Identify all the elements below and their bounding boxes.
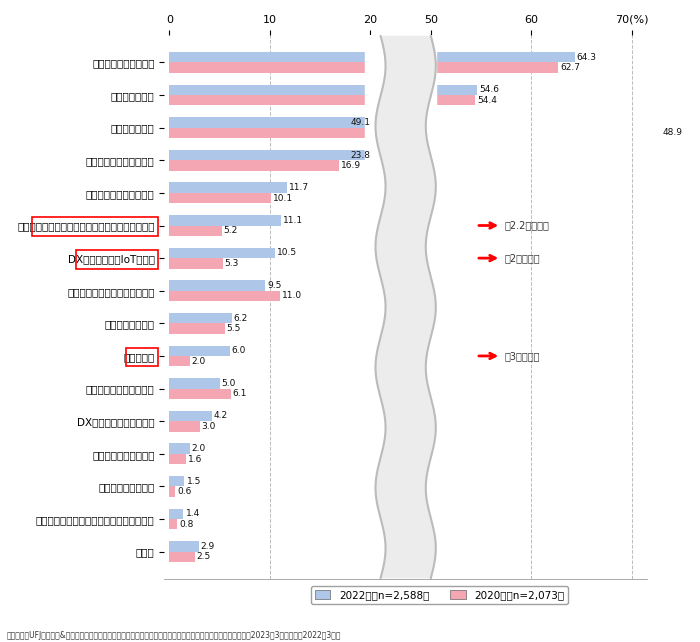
- Text: 5.2: 5.2: [224, 226, 238, 235]
- Bar: [169, 215, 281, 225]
- Bar: [169, 281, 265, 291]
- Bar: [169, 324, 225, 334]
- Text: 64.3: 64.3: [577, 53, 596, 62]
- Text: 1.6: 1.6: [188, 455, 202, 464]
- Bar: [430, 62, 559, 73]
- Bar: [169, 95, 380, 105]
- Text: 16.9: 16.9: [342, 161, 361, 170]
- Bar: [169, 487, 176, 497]
- Bar: [169, 52, 380, 62]
- Text: 11.0: 11.0: [282, 291, 302, 300]
- Text: 5.5: 5.5: [227, 324, 241, 333]
- Text: 54.6: 54.6: [479, 85, 499, 94]
- Bar: [169, 356, 190, 367]
- Bar: [169, 128, 380, 138]
- Text: 9.5: 9.5: [267, 281, 281, 290]
- Polygon shape: [375, 36, 436, 578]
- Text: 10.5: 10.5: [277, 248, 297, 257]
- Bar: [169, 225, 222, 236]
- Text: 23.8: 23.8: [351, 151, 370, 160]
- Text: 約2.2倍の伸び: 約2.2倍の伸び: [504, 220, 549, 230]
- Bar: [169, 519, 178, 530]
- Text: 2.0: 2.0: [192, 357, 206, 366]
- Bar: [169, 193, 271, 204]
- Text: 6.2: 6.2: [234, 314, 248, 323]
- Text: 2.9: 2.9: [201, 542, 215, 551]
- Bar: [169, 508, 183, 519]
- Bar: [169, 345, 230, 356]
- Text: 10.1: 10.1: [273, 194, 293, 203]
- Text: 3.0: 3.0: [202, 422, 216, 431]
- Bar: [169, 411, 211, 421]
- Bar: [169, 541, 199, 551]
- Text: 2.0: 2.0: [192, 444, 206, 453]
- Bar: [169, 454, 186, 464]
- Bar: [169, 62, 380, 73]
- Text: 5.3: 5.3: [225, 259, 239, 268]
- Bar: [169, 378, 220, 388]
- Text: 0.8: 0.8: [179, 520, 194, 529]
- Text: 11.1: 11.1: [283, 216, 303, 225]
- Bar: [169, 248, 275, 258]
- Bar: [169, 476, 185, 487]
- Text: 0.6: 0.6: [178, 487, 192, 496]
- Text: 4.2: 4.2: [214, 412, 228, 421]
- Bar: [169, 258, 223, 268]
- Text: 1.4: 1.4: [186, 509, 199, 518]
- Text: 5.0: 5.0: [222, 379, 236, 388]
- Text: 11.7: 11.7: [289, 183, 309, 192]
- Bar: [169, 182, 287, 193]
- Text: 49.1: 49.1: [351, 118, 370, 127]
- Bar: [169, 291, 280, 301]
- Text: 54.4: 54.4: [477, 96, 497, 105]
- Bar: [169, 117, 380, 128]
- Text: 資料：三菱UFJリサーチ&コンサルティング（株）「我が国ものづくり産業の課題と対応の方向性に関する調査」（2023年3月）、同（2022年3月）: 資料：三菱UFJリサーチ&コンサルティング（株）「我が国ものづくり産業の課題と対…: [7, 631, 342, 640]
- Bar: [169, 388, 231, 399]
- Bar: [430, 95, 475, 105]
- Text: 1.5: 1.5: [186, 476, 201, 486]
- Text: 48.9: 48.9: [663, 128, 683, 137]
- Bar: [169, 150, 380, 160]
- Bar: [430, 85, 477, 95]
- Text: 6.0: 6.0: [232, 346, 246, 355]
- Bar: [169, 551, 195, 562]
- Bar: [169, 421, 200, 431]
- Bar: [430, 52, 575, 62]
- Bar: [169, 85, 380, 95]
- Legend: 2022年（n=2,588）, 2020年（n=2,073）: 2022年（n=2,588）, 2020年（n=2,073）: [311, 586, 568, 604]
- Bar: [169, 444, 190, 454]
- Text: 約2倍の伸び: 約2倍の伸び: [504, 253, 540, 263]
- Bar: [365, 35, 436, 579]
- Bar: [169, 313, 232, 324]
- Text: 62.7: 62.7: [561, 63, 580, 72]
- Bar: [169, 160, 340, 171]
- Text: 2.5: 2.5: [197, 552, 211, 561]
- Text: 約3倍の伸び: 約3倍の伸び: [504, 351, 540, 361]
- Text: 6.1: 6.1: [232, 389, 247, 398]
